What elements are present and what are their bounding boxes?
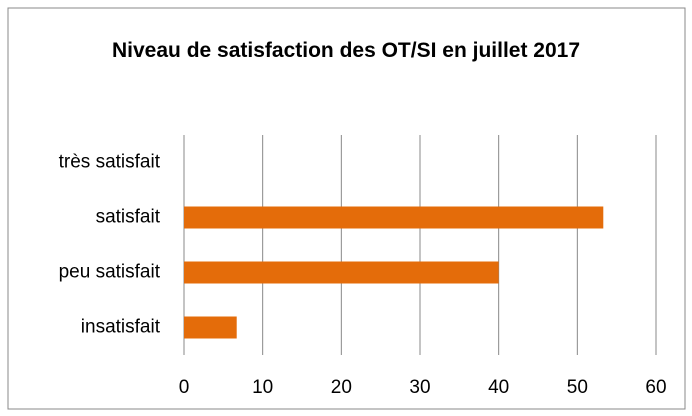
x-tick-label: 60 [645,377,666,398]
x-tick-label: 50 [567,377,588,398]
y-tick-label: satisfait [96,207,161,228]
bar [184,206,604,229]
x-tick-label: 30 [409,377,430,398]
y-tick-label: peu satisfait [59,262,161,283]
x-tick-label: 10 [252,377,273,398]
y-tick-label: insatisfait [81,317,161,338]
x-tick-label: 0 [179,377,190,398]
x-tick-label: 40 [488,377,509,398]
y-tick-label: très satisfait [59,152,161,173]
x-tick-label: 20 [331,377,352,398]
bar [184,261,499,284]
chart-title: Niveau de satisfaction des OT/SI en juil… [112,39,580,62]
bar [184,316,237,339]
